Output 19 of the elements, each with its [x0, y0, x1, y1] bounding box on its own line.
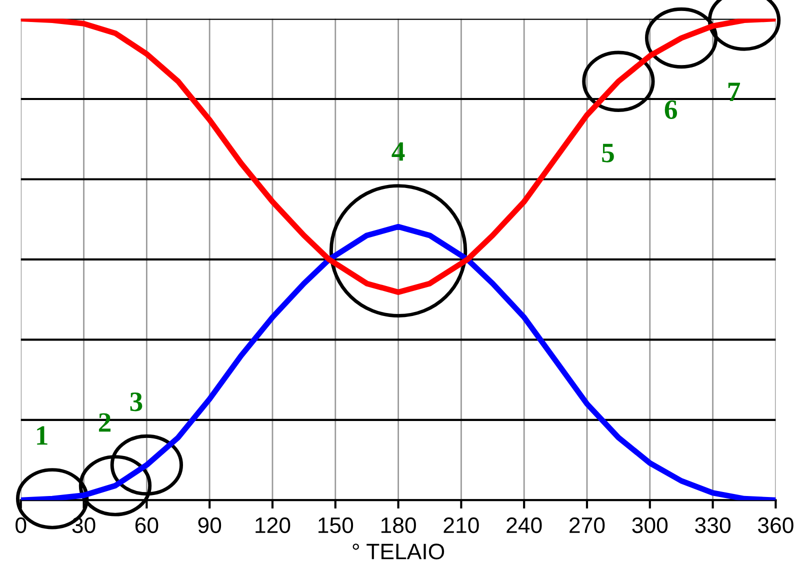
- annotation: 3: [130, 392, 142, 412]
- x-axis-title: ° TELAIO: [352, 544, 444, 560]
- annotation: 1: [37, 426, 48, 445]
- x-tick-label: 270: [570, 517, 605, 534]
- x-tick-label: 60: [135, 517, 158, 534]
- x-tick-label: 90: [198, 517, 222, 534]
- annotation: 4: [392, 142, 405, 161]
- x-tick-label: 240: [506, 517, 542, 534]
- x-tick-label: 120: [256, 517, 290, 534]
- x-tick-label: 180: [381, 517, 416, 534]
- x-tick-label: 300: [632, 517, 668, 534]
- annotation: 5: [602, 144, 614, 162]
- x-tick-label: 150: [318, 517, 354, 534]
- x-tick-label: 210: [444, 517, 479, 534]
- x-tick-label: 360: [758, 517, 794, 534]
- x-tick-label: 330: [695, 517, 730, 534]
- x-tick-label: 0: [16, 517, 26, 534]
- annotation: 6: [664, 100, 677, 120]
- annotation: 7: [728, 82, 740, 101]
